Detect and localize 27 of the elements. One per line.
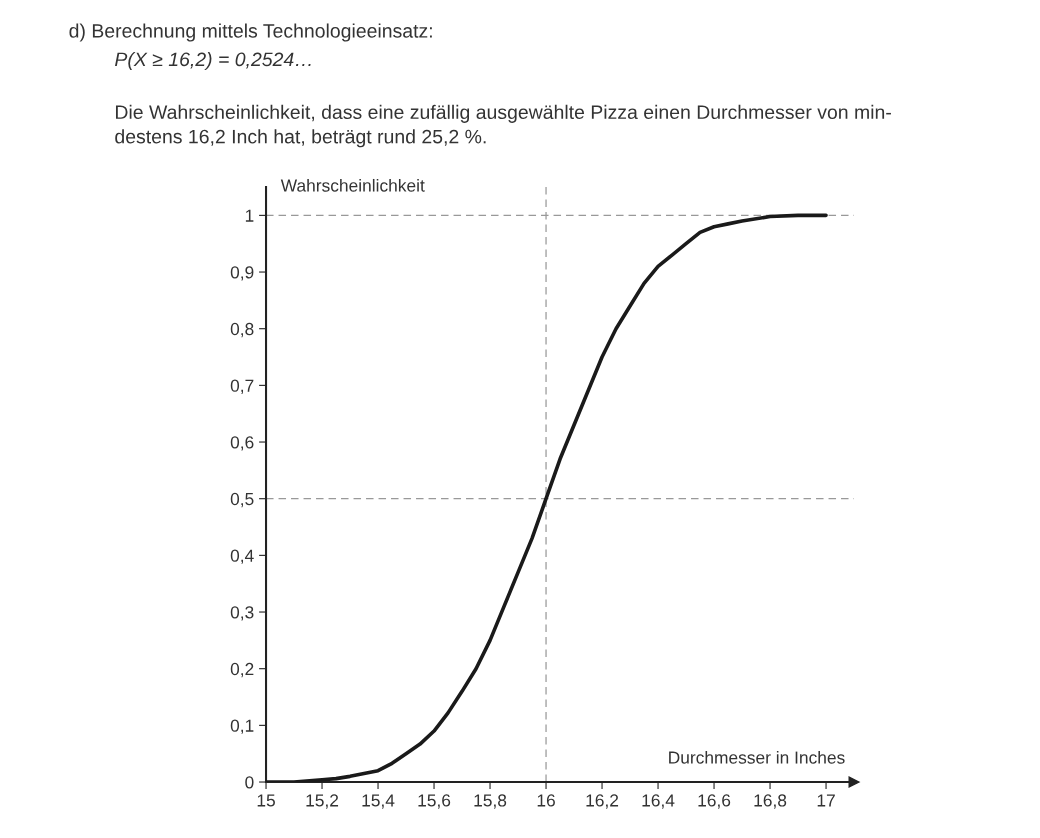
x-tick-label: 15 (257, 794, 275, 807)
y-tick-label: 0,9 (230, 266, 254, 281)
text: d) Berechnung mittels Technologieeinsatz: (69, 23, 432, 42)
y-tick-label: 0,7 (230, 379, 254, 394)
x-tick-label: 16,2 (586, 794, 619, 809)
x-tick-label: 16,8 (754, 794, 787, 809)
y-tick-label: 1 (245, 209, 254, 222)
y-tick-label: 0,5 (230, 492, 254, 508)
x-tick-label: 15,2 (306, 794, 339, 809)
y-tick-label: 0,3 (230, 606, 254, 621)
text: P(X ≥ 16,2) = 0,2524… (115, 51, 311, 71)
y-axis-title: Wahrscheinlichkeit (280, 178, 425, 192)
y-tick-label: 0 (245, 776, 254, 789)
x-axis-title: Durchmesser in Inches (669, 750, 845, 764)
x-tick-label: 16,4 (642, 794, 675, 809)
x-tick-label: 16,6 (698, 794, 731, 809)
y-tick-label: 0,4 (230, 549, 254, 564)
text: Die Wahrscheinlichkeit, dass eine zufällig ausgewählte Pizza einen Durchmesser von min- destens 16,2 Inch hat, beträgt rund 25,2 %. (115, 104, 891, 148)
y-tick-label: 0,8 (230, 322, 254, 338)
y-tick-label: 0,2 (230, 662, 254, 678)
y-tick-label: 0,6 (230, 436, 254, 451)
x-tick-label: 16 (537, 794, 555, 807)
x-tick-label: 15,4 (362, 794, 395, 809)
x-tick-label: 15,6 (418, 794, 451, 809)
y-tick-label: 0,1 (230, 719, 254, 734)
x-tick-label: 17 (817, 794, 835, 807)
x-tick-label: 15,8 (474, 794, 507, 809)
